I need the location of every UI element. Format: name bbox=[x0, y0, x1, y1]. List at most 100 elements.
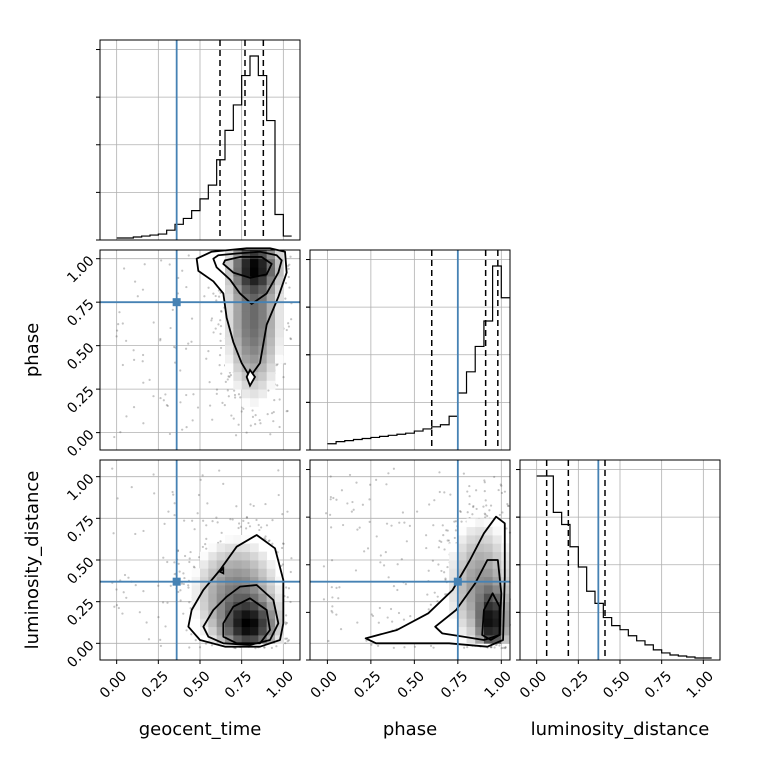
scatter-point bbox=[245, 516, 249, 519]
scatter-point bbox=[157, 615, 160, 619]
density-cell bbox=[233, 276, 243, 286]
density-cell bbox=[275, 302, 284, 312]
density-cell bbox=[241, 551, 251, 561]
scatter-point bbox=[475, 489, 478, 492]
density-cell bbox=[233, 560, 243, 569]
density-cell bbox=[241, 610, 251, 619]
density-cell bbox=[225, 585, 234, 594]
scatter-point bbox=[398, 521, 401, 524]
density-cell bbox=[483, 601, 494, 611]
scatter-point bbox=[217, 295, 221, 298]
scatter-point bbox=[338, 586, 341, 589]
scatter-point bbox=[168, 263, 171, 266]
density-cell bbox=[258, 610, 268, 619]
density-cell bbox=[449, 543, 459, 553]
scatter-point bbox=[330, 559, 334, 562]
scatter-point bbox=[177, 590, 180, 594]
scatter-point bbox=[339, 627, 343, 631]
scatter-point bbox=[287, 325, 291, 328]
scatter-point bbox=[215, 516, 218, 519]
scatter-point bbox=[369, 483, 372, 486]
scatter-point bbox=[503, 490, 507, 493]
scatter-point bbox=[210, 644, 214, 647]
scatter-point bbox=[159, 396, 162, 400]
density-cell bbox=[475, 626, 485, 636]
scatter-point bbox=[173, 572, 176, 576]
density-cell bbox=[275, 328, 284, 338]
density-cell bbox=[250, 635, 259, 644]
density-cell bbox=[483, 551, 494, 561]
scatter-point bbox=[254, 647, 257, 650]
scatter-point bbox=[426, 593, 429, 596]
scatter-point bbox=[203, 295, 206, 298]
scatter-point bbox=[221, 401, 224, 404]
scatter-point bbox=[444, 593, 447, 596]
scatter-point bbox=[201, 474, 204, 477]
density-cell bbox=[241, 560, 251, 569]
density-cell bbox=[250, 293, 259, 303]
scatter-point bbox=[485, 504, 488, 507]
density-cell bbox=[233, 363, 243, 373]
scatter-point bbox=[429, 603, 432, 606]
scatter-point bbox=[257, 523, 260, 527]
density-cell bbox=[225, 302, 234, 312]
density-cell bbox=[250, 551, 259, 561]
scatter-point bbox=[118, 311, 121, 314]
panel-frame bbox=[99, 249, 301, 451]
scatter-point bbox=[194, 639, 197, 642]
scatter-point bbox=[277, 493, 280, 497]
density-cell bbox=[275, 354, 284, 364]
density-cell bbox=[225, 284, 234, 294]
scatter-point bbox=[215, 299, 218, 302]
scatter-point bbox=[224, 380, 227, 383]
scatter-point bbox=[287, 639, 290, 642]
density-cell bbox=[216, 543, 226, 553]
scatter-point bbox=[486, 514, 489, 518]
scatter-point bbox=[179, 369, 182, 372]
density-cell bbox=[233, 543, 243, 553]
scatter-point bbox=[471, 513, 474, 516]
density-cell bbox=[466, 535, 476, 544]
scatter-point bbox=[173, 514, 176, 517]
density-cell bbox=[250, 380, 259, 390]
density-cell bbox=[258, 258, 268, 268]
density-cell bbox=[233, 267, 243, 277]
density-cell bbox=[466, 568, 476, 578]
scatter-point bbox=[286, 264, 290, 267]
density-cell bbox=[233, 380, 243, 390]
density-cell bbox=[250, 276, 259, 286]
density-cell bbox=[241, 276, 251, 286]
scatter-point bbox=[287, 587, 291, 590]
density-cell bbox=[492, 601, 502, 611]
scatter-point bbox=[164, 393, 167, 396]
scatter-point bbox=[219, 291, 222, 294]
scatter-point bbox=[219, 319, 222, 322]
x-axis-label-phase: phase bbox=[383, 719, 437, 740]
scatter-point bbox=[212, 331, 215, 334]
scatter-point bbox=[162, 556, 165, 559]
density-cell bbox=[501, 601, 511, 611]
scatter-point bbox=[489, 646, 492, 649]
scatter-point bbox=[387, 472, 390, 475]
density-cell bbox=[501, 618, 511, 628]
density-cell bbox=[250, 310, 259, 320]
density-cell bbox=[266, 371, 276, 381]
scatter-point bbox=[212, 292, 215, 295]
scatter-point bbox=[285, 586, 288, 589]
scatter-point bbox=[507, 504, 510, 508]
scatter-point bbox=[269, 433, 272, 436]
contour-level-0 bbox=[364, 515, 506, 648]
scatter-point bbox=[177, 562, 180, 565]
scatter-point bbox=[331, 596, 334, 599]
scatter-point bbox=[220, 309, 223, 313]
density-cell bbox=[216, 593, 226, 603]
density-cell bbox=[208, 543, 218, 553]
scatter-point bbox=[322, 565, 326, 568]
scatter-point bbox=[453, 520, 456, 523]
density-cell bbox=[200, 601, 209, 611]
scatter-point bbox=[282, 542, 285, 545]
scatter-point bbox=[348, 473, 352, 477]
scatter-point bbox=[188, 557, 191, 560]
scatter-point bbox=[462, 472, 465, 475]
scatter-point bbox=[169, 584, 172, 587]
